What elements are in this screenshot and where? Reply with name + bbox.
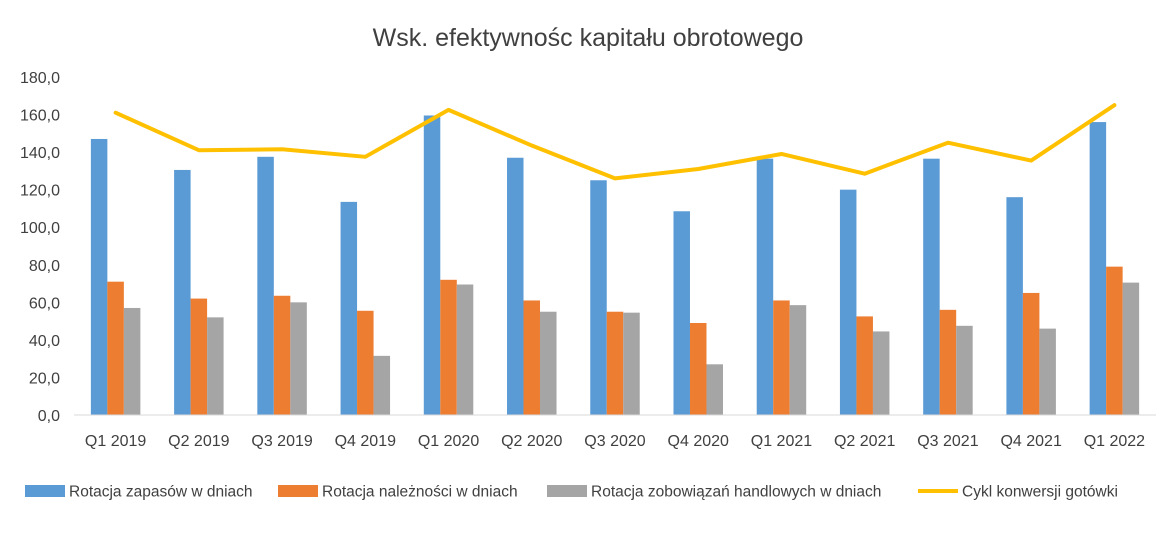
bar: [456, 284, 474, 415]
y-tick-label: 0,0: [38, 408, 60, 425]
chart-title: Wsk. efektywnośc kapitału obrotowego: [373, 24, 804, 52]
legend: Rotacja zapasów w dniach Rotacja należnoś…: [25, 484, 1118, 501]
bar: [523, 300, 541, 415]
bars: [90, 115, 1140, 416]
y-tick-label: 120,0: [20, 183, 60, 200]
line-series: [113, 103, 1117, 181]
y-tick-label: 160,0: [20, 108, 60, 125]
bar: [706, 364, 723, 415]
x-tick-label: Q4 2021: [1000, 433, 1061, 450]
bar: [174, 169, 191, 415]
bar: [1106, 266, 1123, 415]
bar: [1039, 328, 1056, 415]
bar: [373, 355, 391, 415]
x-tick-label: Q3 2019: [251, 433, 312, 450]
legend-swatch: [278, 485, 318, 497]
bar: [423, 115, 441, 415]
x-tick-label: Q1 2019: [85, 433, 146, 450]
x-tick-label: Q2 2020: [501, 433, 562, 450]
bar: [872, 331, 890, 415]
bar: [856, 316, 873, 415]
y-tick-label: 80,0: [29, 258, 60, 275]
x-axis-ticks: Q1 2019 Q2 2019 Q3 2019 Q4 2019 Q1 2020 Q2 20…: [85, 433, 1145, 450]
legend-label: Cykl konwersji gotówki: [962, 484, 1118, 501]
bar: [590, 180, 607, 415]
bar: [606, 311, 624, 415]
bar: [839, 189, 857, 415]
bar: [1089, 122, 1107, 416]
bar: [90, 138, 108, 415]
x-tick-label: Q1 2020: [418, 433, 479, 450]
x-tick-label: Q2 2021: [834, 433, 895, 450]
y-tick-label: 180,0: [20, 70, 60, 87]
x-tick-label: Q3 2020: [584, 433, 645, 450]
x-tick-label: Q4 2019: [335, 433, 396, 450]
bar: [1006, 197, 1023, 415]
bar: [440, 279, 457, 415]
legend-swatch: [25, 485, 65, 497]
bar: [689, 322, 707, 415]
legend-label: Rotacja należności w dniach: [322, 484, 518, 501]
bar: [756, 158, 774, 415]
bar: [123, 307, 141, 415]
x-tick-label: Q3 2021: [917, 433, 978, 450]
y-tick-label: 60,0: [29, 295, 60, 312]
bar: [673, 211, 690, 415]
y-tick-label: 100,0: [20, 220, 60, 237]
bar: [1022, 292, 1040, 415]
legend-label: Rotacja zobowiązań handlowych w dniach: [591, 484, 881, 501]
bar: [190, 298, 208, 415]
bar: [623, 312, 640, 415]
bar: [1122, 282, 1140, 415]
bar: [273, 295, 291, 415]
x-tick-label: Q1 2021: [751, 433, 812, 450]
bar: [357, 310, 374, 415]
bar: [340, 201, 358, 415]
y-tick-label: 140,0: [20, 145, 60, 162]
bar: [290, 302, 307, 415]
legend-swatch: [547, 485, 587, 497]
bar: [939, 309, 957, 415]
x-tick-label: Q4 2020: [668, 433, 729, 450]
x-tick-label: Q1 2022: [1084, 433, 1145, 450]
bar: [257, 156, 274, 416]
y-axis-ticks: 0,0 20,0 40,0 60,0 80,0 100,0 120,0 140,0 160,0 1…: [20, 70, 60, 425]
x-tick-label: Q2 2019: [168, 433, 229, 450]
bar: [207, 317, 224, 415]
bar: [773, 300, 790, 415]
y-tick-label: 40,0: [29, 333, 60, 350]
bar: [107, 281, 124, 415]
bar: [956, 325, 973, 415]
legend-label: Rotacja zapasów w dniach: [69, 484, 253, 501]
bar: [923, 158, 940, 415]
bar: [507, 157, 524, 415]
bar: [540, 311, 557, 415]
series-line: [113, 103, 1117, 181]
y-tick-label: 20,0: [29, 370, 60, 387]
bar: [789, 305, 807, 415]
